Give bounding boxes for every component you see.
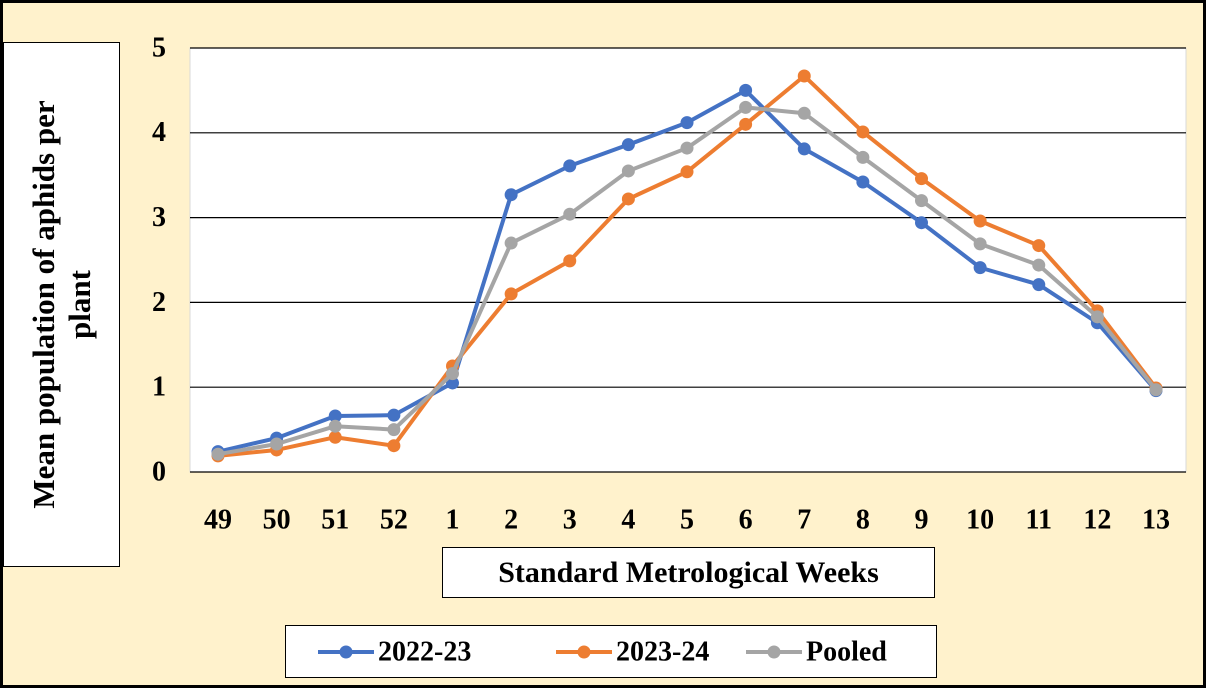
data-point xyxy=(915,216,928,230)
x-tick-label: 49 xyxy=(204,504,232,535)
legend-label: 2022-23 xyxy=(378,636,471,667)
x-tick-label: 10 xyxy=(966,504,994,535)
legend-label: 2023-24 xyxy=(616,636,709,667)
x-tick-label: 4 xyxy=(621,504,635,535)
x-tick-label: 12 xyxy=(1083,504,1111,535)
data-point xyxy=(621,192,635,206)
x-tick-label: 1 xyxy=(446,504,460,535)
x-tick-label: 11 xyxy=(1026,504,1052,535)
data-point xyxy=(446,367,459,381)
x-tick-label: 3 xyxy=(563,504,577,535)
data-point xyxy=(856,175,870,189)
x-tick-label: 5 xyxy=(680,504,694,535)
data-point xyxy=(328,430,342,444)
x-tick-label: 6 xyxy=(739,504,753,535)
y-tick-label: 4 xyxy=(152,117,166,148)
data-point xyxy=(387,423,401,437)
data-point xyxy=(680,116,694,130)
data-point xyxy=(680,141,694,155)
y-axis-label: Mean population of aphids per plant xyxy=(3,42,120,567)
data-point xyxy=(387,439,401,453)
data-point xyxy=(387,408,401,422)
data-point xyxy=(621,164,635,178)
data-point xyxy=(856,125,870,139)
data-point xyxy=(1090,310,1104,324)
data-point xyxy=(563,159,577,173)
data-point xyxy=(270,437,284,451)
x-tick-label: 9 xyxy=(915,504,929,535)
data-point xyxy=(1032,278,1046,292)
data-point xyxy=(504,188,518,202)
legend: 2022-23 2023-24 Pooled xyxy=(285,625,937,678)
x-tick-label: 51 xyxy=(321,504,349,535)
data-point xyxy=(621,138,635,152)
legend-marker xyxy=(767,645,781,659)
data-point xyxy=(1032,239,1046,253)
data-point xyxy=(1149,383,1163,397)
x-tick-label: 7 xyxy=(797,504,811,535)
x-tick-label: 8 xyxy=(856,504,870,535)
y-tick-label: 0 xyxy=(152,456,166,487)
legend-items: 2022-23 2023-24 Pooled xyxy=(318,636,887,667)
data-point xyxy=(973,237,987,251)
x-tick-label: 52 xyxy=(380,504,408,535)
x-tick-label: 2 xyxy=(504,504,518,535)
data-point xyxy=(915,194,928,208)
data-point xyxy=(797,106,811,120)
data-point xyxy=(211,447,225,461)
data-point xyxy=(1032,258,1046,272)
data-point xyxy=(915,172,928,186)
x-tick-label: 13 xyxy=(1142,504,1170,535)
legend-label: Pooled xyxy=(806,636,887,667)
data-point xyxy=(328,419,342,433)
data-point xyxy=(446,376,459,390)
x-tick-label: 50 xyxy=(263,504,291,535)
data-point xyxy=(973,214,987,228)
y-tick-label: 1 xyxy=(152,372,166,403)
data-point xyxy=(563,254,577,268)
x-axis-label: Standard Metrological Weeks xyxy=(442,547,935,598)
data-point xyxy=(328,409,342,423)
y-tick-label: 2 xyxy=(152,287,166,318)
data-point xyxy=(504,236,518,250)
data-point xyxy=(973,261,987,275)
y-tick-label: 3 xyxy=(152,202,166,233)
data-point xyxy=(856,150,870,164)
data-point xyxy=(797,142,811,156)
data-point xyxy=(797,69,811,83)
data-point xyxy=(563,207,577,221)
data-point xyxy=(739,100,753,114)
data-point xyxy=(739,117,753,131)
data-point xyxy=(504,287,518,301)
legend-marker xyxy=(577,645,591,659)
legend-marker xyxy=(339,645,353,659)
data-point xyxy=(739,83,753,97)
data-point xyxy=(680,165,694,179)
y-tick-label: 5 xyxy=(152,32,166,63)
